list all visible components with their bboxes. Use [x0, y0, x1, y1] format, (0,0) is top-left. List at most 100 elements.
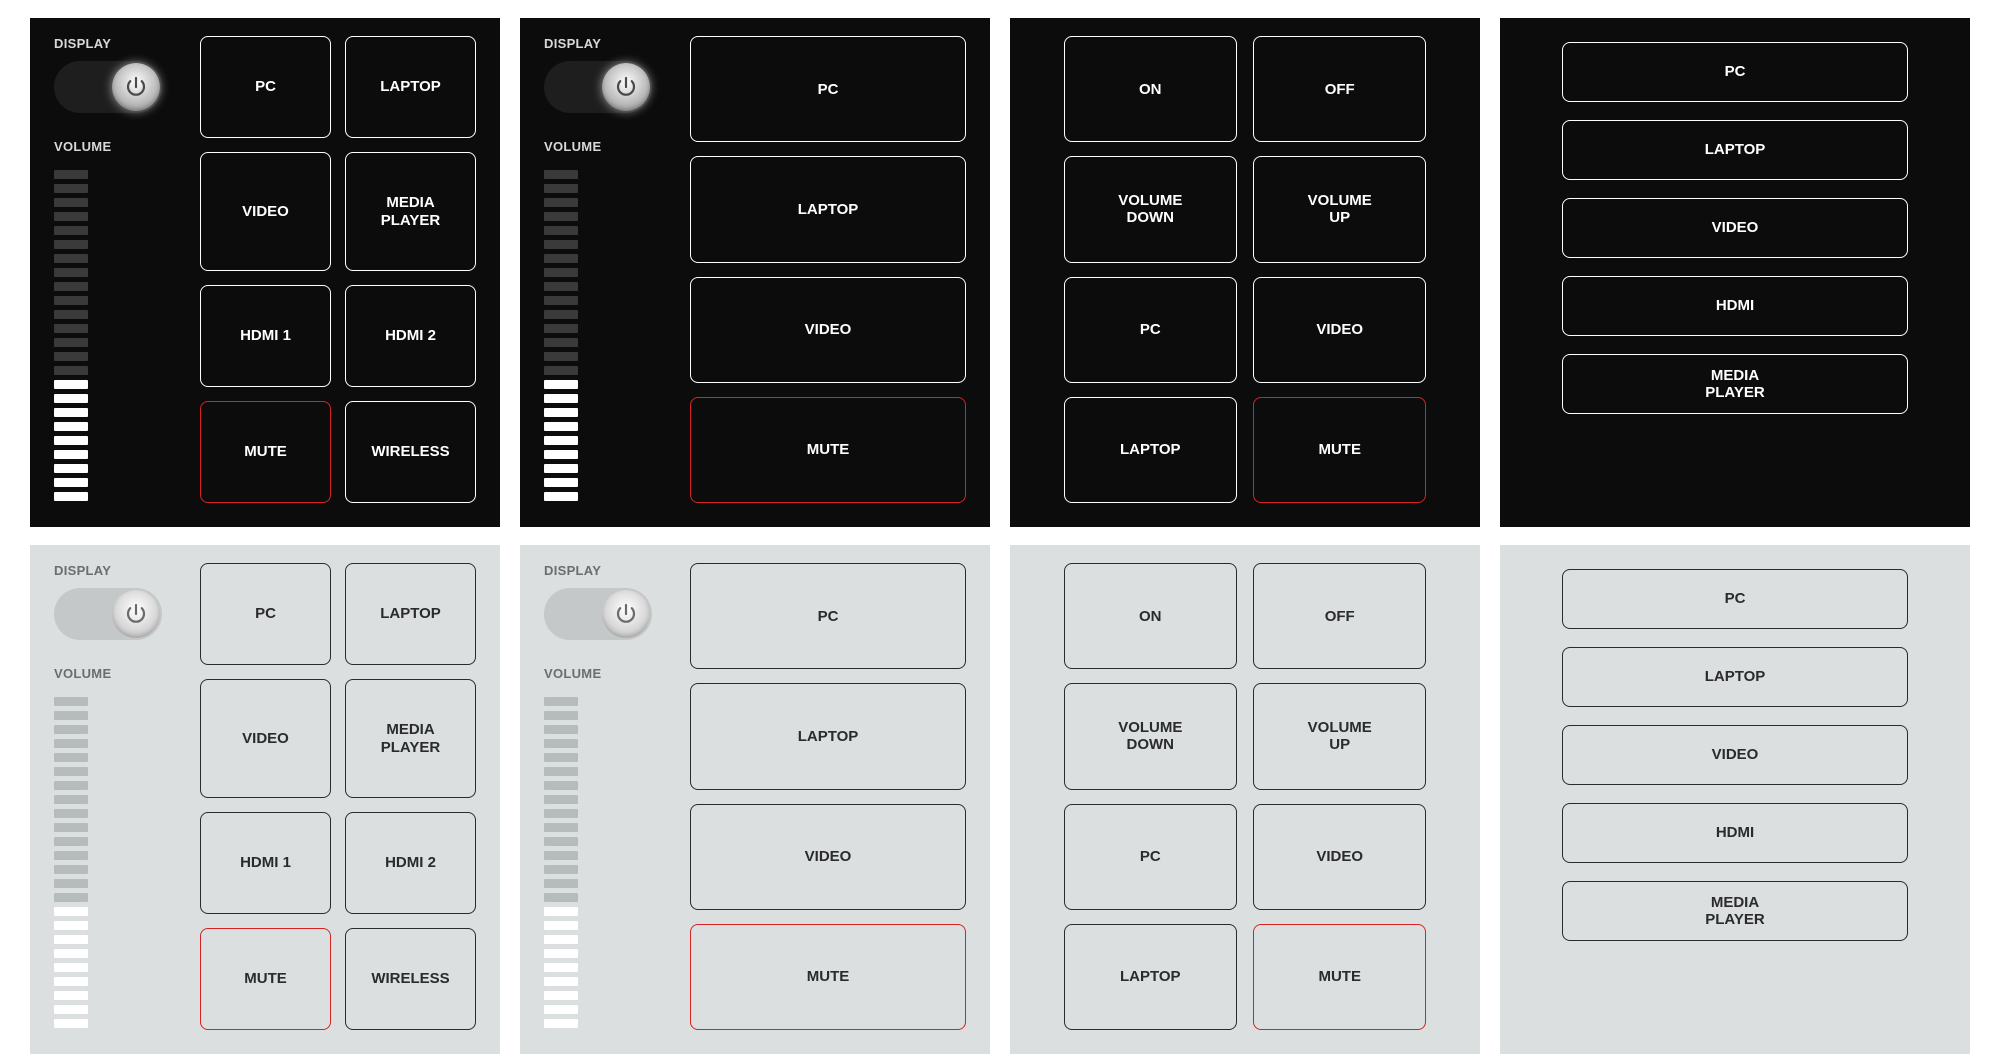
- volume-segment: [54, 450, 88, 459]
- wireless-button[interactable]: WIRELESS: [345, 401, 476, 503]
- video-button[interactable]: VIDEO: [690, 277, 966, 383]
- volume-meter[interactable]: [54, 164, 88, 503]
- volume-segment: [54, 739, 88, 748]
- laptop-button[interactable]: LAPTOP: [345, 36, 476, 138]
- volume-segment: [54, 198, 88, 207]
- volume-segment: [54, 949, 88, 958]
- wireless-button[interactable]: WIRELESS: [345, 928, 476, 1030]
- volume-segment: [54, 296, 88, 305]
- mute-button[interactable]: MUTE: [690, 397, 966, 503]
- laptop-button[interactable]: LAPTOP: [690, 683, 966, 789]
- display-power-toggle[interactable]: [544, 588, 652, 640]
- laptop-button[interactable]: LAPTOP: [1064, 397, 1237, 503]
- pc-button[interactable]: PC: [1562, 569, 1908, 629]
- volume-segment: [54, 837, 88, 846]
- volume-segment: [54, 879, 88, 888]
- on-button[interactable]: ON: [1064, 36, 1237, 142]
- media-player-button[interactable]: MEDIAPLAYER: [345, 679, 476, 798]
- laptop-button[interactable]: LAPTOP: [1562, 647, 1908, 707]
- volume-segment: [54, 338, 88, 347]
- volume-segment: [54, 352, 88, 361]
- volume-segment: [544, 865, 578, 874]
- volume-segment: [54, 1005, 88, 1014]
- volume-segment: [544, 422, 578, 431]
- hdmi-button[interactable]: HDMI: [1562, 276, 1908, 336]
- video-button[interactable]: VIDEO: [690, 804, 966, 910]
- display-label: DISPLAY: [544, 36, 672, 51]
- volume-down-button[interactable]: VOLUMEDOWN: [1064, 156, 1237, 262]
- laptop-button[interactable]: LAPTOP: [1562, 120, 1908, 180]
- left-column: DISPLAY VOLUME: [54, 36, 182, 503]
- video-button[interactable]: VIDEO: [1253, 277, 1426, 383]
- volume-segment: [544, 949, 578, 958]
- volume-down-button[interactable]: VOLUMEDOWN: [1064, 683, 1237, 789]
- volume-label: VOLUME: [54, 139, 182, 154]
- mute-button[interactable]: MUTE: [200, 401, 331, 503]
- volume-segment: [544, 380, 578, 389]
- left-column: DISPLAY VOLUME: [544, 36, 672, 503]
- pc-button[interactable]: PC: [200, 563, 331, 665]
- volume-segment: [544, 977, 578, 986]
- pc-button[interactable]: PC: [690, 36, 966, 142]
- volume-meter[interactable]: [544, 691, 578, 1030]
- panel-b-light: DISPLAY VOLUME PC LAPTOP VIDEO MUTE: [520, 545, 990, 1054]
- volume-segment: [544, 254, 578, 263]
- volume-segment: [54, 1019, 88, 1028]
- laptop-button[interactable]: LAPTOP: [690, 156, 966, 262]
- volume-up-button[interactable]: VOLUMEUP: [1253, 683, 1426, 789]
- volume-segment: [54, 366, 88, 375]
- volume-segment: [544, 240, 578, 249]
- mute-button[interactable]: MUTE: [690, 924, 966, 1030]
- volume-segment: [544, 781, 578, 790]
- hdmi-1-button[interactable]: HDMI 1: [200, 285, 331, 387]
- video-button[interactable]: VIDEO: [1562, 725, 1908, 785]
- display-power-toggle[interactable]: [54, 61, 162, 113]
- media-player-button[interactable]: MEDIAPLAYER: [1562, 881, 1908, 941]
- hdmi-1-button[interactable]: HDMI 1: [200, 812, 331, 914]
- volume-segment: [544, 394, 578, 403]
- volume-segment: [54, 865, 88, 874]
- laptop-button[interactable]: LAPTOP: [345, 563, 476, 665]
- power-icon: [602, 63, 650, 111]
- hdmi-2-button[interactable]: HDMI 2: [345, 812, 476, 914]
- pc-button[interactable]: PC: [690, 563, 966, 669]
- source-column: PC LAPTOP VIDEO MUTE: [690, 563, 966, 1030]
- pc-button[interactable]: PC: [200, 36, 331, 138]
- power-icon: [112, 590, 160, 638]
- mute-button[interactable]: MUTE: [200, 928, 331, 1030]
- video-button[interactable]: VIDEO: [1562, 198, 1908, 258]
- volume-segment: [544, 226, 578, 235]
- volume-segment: [544, 697, 578, 706]
- off-button[interactable]: OFF: [1253, 36, 1426, 142]
- pc-button[interactable]: PC: [1562, 42, 1908, 102]
- volume-segment: [544, 963, 578, 972]
- media-player-button[interactable]: MEDIAPLAYER: [1562, 354, 1908, 414]
- pc-button[interactable]: PC: [1064, 804, 1237, 910]
- volume-segment: [544, 408, 578, 417]
- hdmi-button[interactable]: HDMI: [1562, 803, 1908, 863]
- volume-segment: [54, 851, 88, 860]
- volume-meter[interactable]: [54, 691, 88, 1030]
- mute-button[interactable]: MUTE: [1253, 924, 1426, 1030]
- volume-up-button[interactable]: VOLUMEUP: [1253, 156, 1426, 262]
- hdmi-2-button[interactable]: HDMI 2: [345, 285, 476, 387]
- video-button[interactable]: VIDEO: [200, 152, 331, 271]
- source-grid: PCLAPTOPVIDEOMEDIAPLAYERHDMI 1HDMI 2MUTE…: [200, 36, 476, 503]
- video-button[interactable]: VIDEO: [200, 679, 331, 798]
- pc-button[interactable]: PC: [1064, 277, 1237, 383]
- volume-segment: [544, 879, 578, 888]
- left-column: DISPLAY VOLUME: [544, 563, 672, 1030]
- volume-segment: [54, 282, 88, 291]
- laptop-button[interactable]: LAPTOP: [1064, 924, 1237, 1030]
- mute-button[interactable]: MUTE: [1253, 397, 1426, 503]
- volume-segment: [54, 408, 88, 417]
- on-button[interactable]: ON: [1064, 563, 1237, 669]
- volume-segment: [544, 767, 578, 776]
- display-label: DISPLAY: [54, 36, 182, 51]
- display-power-toggle[interactable]: [54, 588, 162, 640]
- display-power-toggle[interactable]: [544, 61, 652, 113]
- off-button[interactable]: OFF: [1253, 563, 1426, 669]
- media-player-button[interactable]: MEDIAPLAYER: [345, 152, 476, 271]
- volume-meter[interactable]: [544, 164, 578, 503]
- video-button[interactable]: VIDEO: [1253, 804, 1426, 910]
